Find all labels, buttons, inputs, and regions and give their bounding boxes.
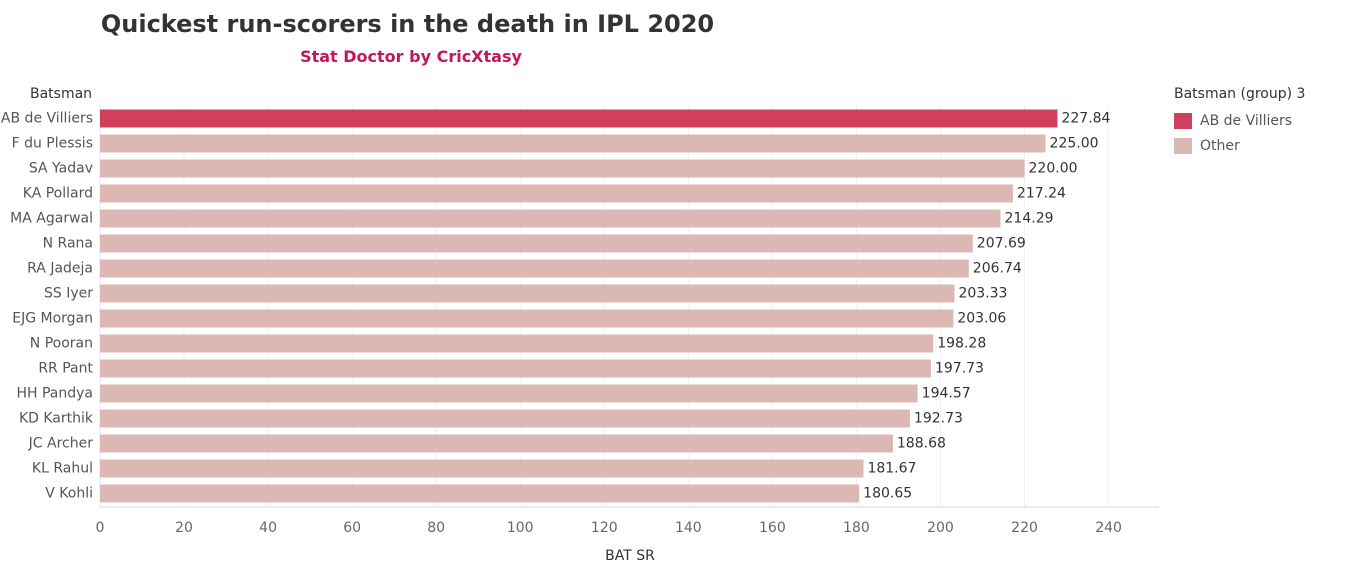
value-label: 181.67 bbox=[867, 461, 916, 477]
bar bbox=[100, 159, 1025, 178]
value-label: 203.33 bbox=[958, 286, 1007, 302]
value-label: 203.06 bbox=[957, 311, 1006, 327]
x-tick-label: 100 bbox=[507, 520, 534, 536]
legend: Batsman (group) 3 AB de Villiers Other bbox=[1174, 86, 1305, 158]
value-label: 207.69 bbox=[977, 236, 1026, 252]
category-label: KA Pollard bbox=[23, 186, 93, 202]
x-tick-label: 60 bbox=[343, 520, 361, 536]
bar bbox=[100, 234, 973, 253]
legend-swatch bbox=[1174, 112, 1192, 129]
value-label: 225.00 bbox=[1050, 136, 1099, 152]
x-tick-label: 200 bbox=[927, 520, 954, 536]
legend-item-ab-de-villiers[interactable]: AB de Villiers bbox=[1174, 108, 1305, 133]
bar bbox=[100, 209, 1001, 228]
bar bbox=[100, 309, 954, 328]
chart-subtitle: Stat Doctor by CricXtasy bbox=[300, 47, 522, 66]
x-tick-label: 120 bbox=[591, 520, 618, 536]
y-axis-header: Batsman bbox=[30, 86, 93, 102]
bar bbox=[100, 184, 1013, 203]
bar bbox=[100, 434, 893, 453]
bar bbox=[100, 484, 860, 503]
bar bbox=[100, 259, 969, 278]
category-label: SS Iyer bbox=[44, 286, 93, 302]
value-label: 198.28 bbox=[937, 336, 986, 352]
category-label: HH Pandya bbox=[16, 386, 93, 402]
value-label: 217.24 bbox=[1017, 186, 1066, 202]
category-label: MA Agarwal bbox=[10, 211, 93, 227]
legend-title: Batsman (group) 3 bbox=[1174, 86, 1306, 102]
category-label: SA Yadav bbox=[29, 161, 93, 177]
bar bbox=[100, 459, 864, 478]
x-tick-label: 160 bbox=[759, 520, 786, 536]
value-label: 192.73 bbox=[914, 411, 963, 427]
category-label: KL Rahul bbox=[32, 461, 93, 477]
value-label: 180.65 bbox=[863, 486, 912, 502]
value-label: 197.73 bbox=[935, 361, 984, 377]
category-label: RA Jadeja bbox=[27, 261, 93, 277]
category-label: KD Karthik bbox=[19, 411, 94, 427]
legend-item-other[interactable]: Other bbox=[1174, 133, 1305, 158]
category-label: AB de Villiers bbox=[1, 111, 93, 127]
category-label: V Kohli bbox=[45, 486, 93, 502]
category-label: JC Archer bbox=[28, 436, 94, 452]
value-label: 220.00 bbox=[1029, 161, 1078, 177]
bar bbox=[100, 359, 931, 378]
x-tick-label: 80 bbox=[427, 520, 445, 536]
bar bbox=[100, 109, 1058, 128]
bar bbox=[100, 384, 918, 403]
value-label: 188.68 bbox=[897, 436, 946, 452]
value-label: 214.29 bbox=[1005, 211, 1054, 227]
x-tick-label: 140 bbox=[675, 520, 702, 536]
category-label: N Pooran bbox=[30, 336, 93, 352]
legend-swatch bbox=[1174, 137, 1192, 154]
x-tick-label: 20 bbox=[175, 520, 193, 536]
bar bbox=[100, 134, 1046, 153]
x-axis-title: BAT SR bbox=[605, 548, 655, 564]
bar-chart: 0 20 40 60 80 100 120 140 160 180 200 220 240 AB de V… bbox=[1, 105, 1159, 536]
value-label: 227.84 bbox=[1061, 111, 1110, 127]
chart-title: Quickest run-scorers in the death in IPL… bbox=[100, 10, 715, 38]
x-tick-label: 0 bbox=[96, 520, 105, 536]
value-label: 206.74 bbox=[973, 261, 1022, 277]
x-tick-label: 40 bbox=[259, 520, 277, 536]
bar bbox=[100, 334, 934, 353]
bar bbox=[100, 409, 910, 428]
bar bbox=[100, 284, 955, 303]
category-label: F du Plessis bbox=[12, 136, 93, 152]
legend-label: AB de Villiers bbox=[1200, 112, 1293, 129]
x-tick-label: 240 bbox=[1095, 520, 1122, 536]
value-label: 194.57 bbox=[922, 386, 971, 402]
category-label: N Rana bbox=[43, 236, 93, 252]
x-tick-label: 180 bbox=[843, 520, 870, 536]
x-tick-label: 220 bbox=[1011, 520, 1038, 536]
category-label: RR Pant bbox=[38, 361, 93, 377]
category-label: EJG Morgan bbox=[12, 311, 93, 327]
legend-label: Other bbox=[1200, 137, 1240, 154]
